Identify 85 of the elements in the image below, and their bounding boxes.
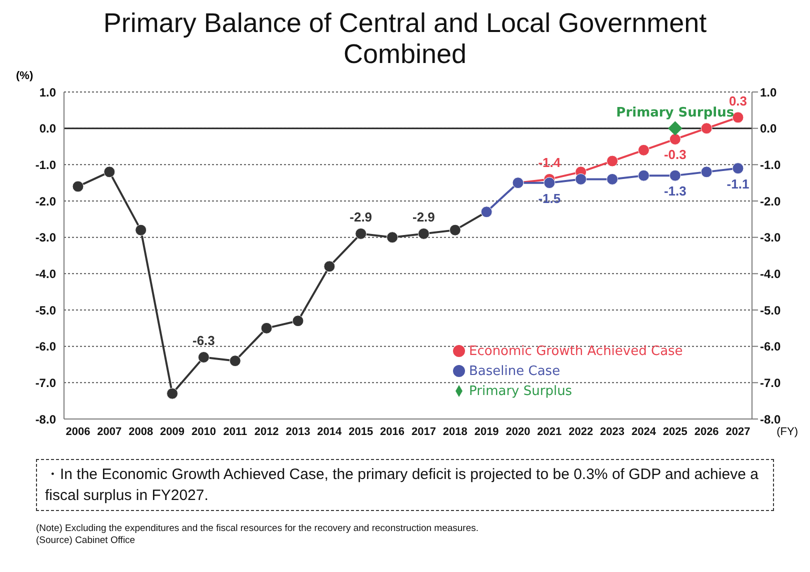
x-tick-label: 2026: [694, 426, 719, 438]
point: [668, 121, 682, 136]
point: [449, 224, 461, 236]
point: [135, 224, 147, 236]
y2-tick-label: -2.0: [760, 194, 782, 208]
point: [669, 170, 681, 182]
point: [700, 166, 712, 178]
x-tick-label: 2014: [317, 426, 343, 438]
point: [324, 260, 336, 272]
x-axis-title: (FY): [776, 426, 798, 438]
x-tick-label: 2013: [286, 426, 310, 438]
point: [638, 170, 650, 182]
legend-label: Baseline Case: [469, 364, 560, 379]
data-label: -1.5: [538, 190, 561, 206]
x-tick-label: 2024: [631, 426, 657, 438]
y-tick-label: -4.0: [35, 266, 56, 281]
y-tick-label: 1.0: [39, 85, 56, 100]
x-tick-label: 2021: [537, 426, 562, 438]
y-tick-label: -2.0: [35, 194, 56, 208]
y-axis-title: (%): [16, 70, 34, 82]
text: (Note) Excluding the expenditures and the fiscal resources for the recovery and reconstruction measures.: [36, 523, 480, 535]
point: [72, 180, 84, 192]
y2-tick-label: -5.0: [760, 303, 782, 318]
data-label: -0.3: [664, 147, 686, 162]
y-tick-label: -1.0: [35, 158, 56, 172]
point: [732, 162, 744, 174]
point: [418, 228, 430, 240]
y2-tick-label: 1.0: [760, 85, 778, 100]
x-tick-label: 2016: [380, 426, 405, 438]
point: [386, 232, 398, 244]
point: [732, 112, 744, 124]
x-tick-label: 2017: [411, 426, 436, 438]
y2-tick-label: -3.0: [760, 230, 782, 245]
x-tick-label: 2027: [726, 426, 750, 438]
x-tick-label: 2012: [254, 426, 279, 438]
y-tick-label: -6.0: [35, 340, 56, 354]
point: [229, 355, 241, 367]
x-tick-label: 2015: [348, 426, 374, 438]
y-tick-label: -3.0: [35, 230, 56, 245]
point: [355, 228, 367, 240]
x-tick-label: 2006: [66, 426, 90, 438]
y2-tick-label: 0.0: [760, 122, 778, 136]
point: [606, 155, 618, 167]
point: [166, 388, 178, 400]
y2-tick-label: -1.0: [760, 158, 782, 172]
legend-label: Economic Growth Achieved Case: [469, 344, 683, 359]
chart-title: Primary Balance of Central and Local Government Combined: [102, 8, 708, 70]
point: [104, 166, 116, 178]
y-tick-label: -7.0: [35, 376, 56, 390]
y-tick-label: 0.0: [39, 122, 56, 136]
point: [198, 351, 210, 363]
point: [260, 322, 272, 334]
point: [544, 177, 556, 189]
data-label: -2.9: [350, 210, 372, 225]
y-tick-label: -8.0: [35, 412, 56, 426]
data-label: -1.4: [538, 155, 562, 170]
data-label: -1.1: [726, 176, 750, 192]
x-tick-label: 2020: [506, 426, 530, 438]
point: [606, 173, 618, 185]
x-tick-label: 2023: [600, 426, 625, 438]
y2-tick-label: -8.0: [760, 412, 782, 426]
y2-tick-label: -4.0: [760, 266, 782, 281]
point: [575, 173, 587, 185]
y2-tick-label: -7.0: [760, 376, 782, 390]
x-tick-label: 2011: [223, 426, 248, 438]
x-tick-label: 2008: [128, 426, 154, 438]
x-tick-label: 2022: [568, 426, 594, 438]
text: (Source) Cabinet Office: [36, 535, 136, 547]
y2-tick-label: -6.0: [760, 340, 782, 354]
point: [700, 122, 712, 134]
x-tick-label: 2019: [474, 426, 499, 438]
x-tick-label: 2018: [442, 426, 468, 438]
x-tick-label: 2009: [160, 426, 185, 438]
x-tick-label: 2010: [191, 426, 216, 438]
x-tick-label: 2007: [97, 426, 122, 438]
point: [669, 133, 681, 145]
data-label: -1.3: [664, 184, 686, 199]
data-label: -2.9: [412, 210, 435, 225]
point: [292, 315, 304, 327]
point: [638, 144, 650, 156]
x-tick-label: 2025: [662, 426, 688, 438]
data-label: -6.3: [192, 333, 215, 348]
text: ・In the Economic Growth Achieved Case, the primary deficit is projected to be 0.3% of GDP and achieve a fiscal surplus in FY2027.: [36, 459, 774, 511]
y-tick-label: -5.0: [35, 303, 56, 318]
legend-label: Primary Surplus: [469, 384, 572, 399]
